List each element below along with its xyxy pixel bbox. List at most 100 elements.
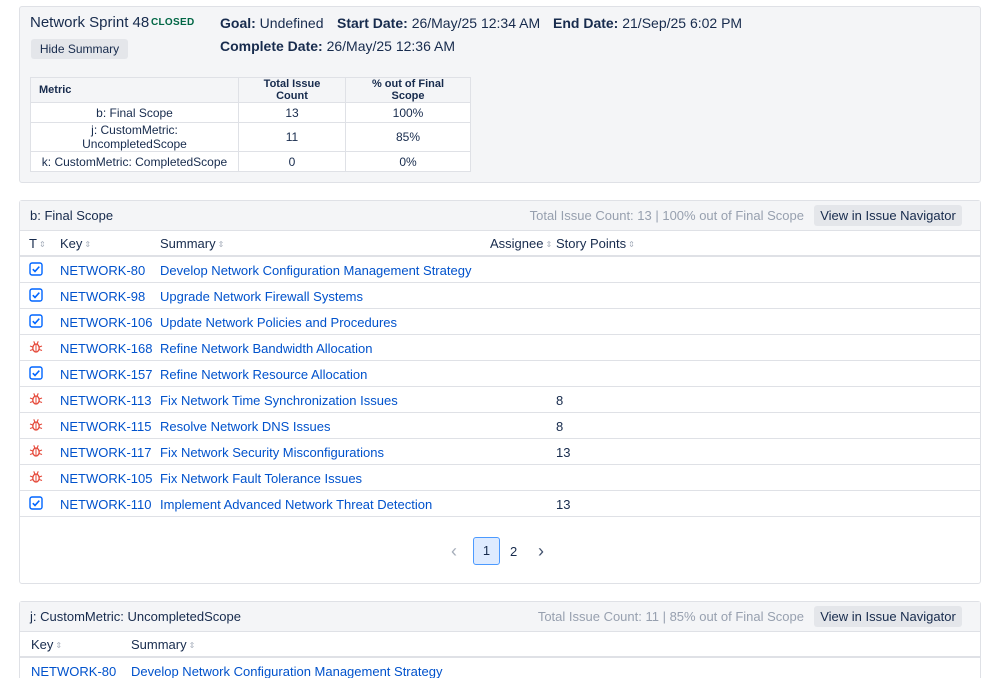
end-date-label: End Date: — [553, 15, 619, 31]
issue-key-link[interactable]: NETWORK-106 — [60, 315, 153, 330]
start-date: Start Date: 26/May/25 12:34 AM — [337, 15, 540, 31]
issue-key-link[interactable]: NETWORK-117 — [60, 445, 152, 460]
goal: Goal: Undefined — [220, 15, 324, 31]
complete-date: Complete Date: 26/May/25 12:36 AM — [220, 38, 455, 54]
hide-summary-button[interactable]: Hide Summary — [31, 39, 128, 59]
story-points: 13 — [556, 497, 571, 512]
metrics-row: j: CustomMetric: UncompletedScope 11 85% — [30, 122, 471, 152]
start-date-value: 26/May/25 12:34 AM — [411, 15, 541, 31]
final-scope-stats: Total Issue Count: 13 | 100% out of Fina… — [529, 208, 804, 223]
issue-key-link[interactable]: NETWORK-115 — [60, 419, 152, 434]
bug-icon — [29, 340, 43, 354]
metric-count: 11 — [238, 122, 346, 152]
table-row: NETWORK-157 Refine Network Resource Alloc… — [20, 361, 980, 387]
final-scope-panel: b: Final Scope Total Issue Count: 13 | 1… — [19, 200, 981, 584]
sprint-name: Network Sprint 48 — [30, 14, 150, 31]
issue-summary-link[interactable]: Upgrade Network Firewall Systems — [160, 289, 364, 304]
end-date: End Date: 21/Sep/25 6:02 PM — [553, 15, 742, 31]
metric-count: 13 — [238, 102, 346, 123]
table-row: NETWORK-115 Resolve Network DNS Issues 8 — [20, 413, 980, 439]
bug-icon — [29, 392, 43, 406]
story-points: 13 — [556, 445, 571, 460]
issue-key-link[interactable]: NETWORK-110 — [60, 497, 152, 512]
checkbox-icon — [29, 366, 43, 380]
table-row: NETWORK-168 Refine Network Bandwidth Allo… — [20, 335, 980, 361]
checkbox-icon — [29, 496, 43, 510]
column-summary[interactable]: Summary ⇕ — [131, 637, 195, 652]
final-scope-header: b: Final Scope Total Issue Count: 13 | 1… — [20, 201, 980, 231]
metric-name: k: CustomMetric: CompletedScope — [30, 151, 239, 172]
issue-key-link[interactable]: NETWORK-113 — [60, 393, 152, 408]
column-type[interactable]: T ⇕ — [29, 236, 46, 251]
complete-date-label: Complete Date: — [220, 38, 323, 54]
issue-key-link[interactable]: NETWORK-98 — [60, 289, 146, 304]
view-in-issue-navigator-button[interactable]: View in Issue Navigator — [814, 606, 962, 627]
metric-count: 0 — [238, 151, 346, 172]
issue-summary-link[interactable]: Implement Advanced Network Threat Detect… — [160, 497, 433, 512]
issue-summary-link[interactable]: Fix Network Security Misconfigurations — [160, 445, 384, 460]
view-in-issue-navigator-button[interactable]: View in Issue Navigator — [814, 205, 962, 226]
uncompleted-scope-panel: j: CustomMetric: UncompletedScope Total … — [19, 601, 981, 678]
sort-icon: ⇕ — [217, 240, 225, 249]
issue-summary-link[interactable]: Refine Network Resource Allocation — [160, 367, 368, 382]
issue-key-link[interactable]: NETWORK-168 — [60, 341, 153, 356]
metric-name: b: Final Scope — [30, 102, 239, 123]
table-row: NETWORK-98 Upgrade Network Firewall Syste… — [20, 283, 980, 309]
column-key[interactable]: Key ⇕ — [60, 236, 91, 251]
metrics-header-percent: % out of Final Scope — [345, 77, 471, 103]
bug-icon — [29, 418, 43, 432]
table-row: NETWORK-113 Fix Network Time Synchronizat… — [20, 387, 980, 413]
table-row: NETWORK-110 Implement Advanced Network Th… — [20, 491, 980, 517]
issue-table-header: T ⇕ Key ⇕ Summary ⇕ Assignee ⇕ Story Points ⇕ — [20, 231, 980, 257]
column-story-points-label: Story Points — [556, 236, 627, 251]
metrics-header-metric: Metric — [30, 77, 239, 103]
metric-name: j: CustomMetric: UncompletedScope — [30, 122, 239, 152]
column-summary[interactable]: Summary ⇕ — [160, 236, 224, 251]
table-row: NETWORK-80 Develop Network Configuration … — [20, 658, 980, 678]
column-story-points[interactable]: Story Points ⇕ — [556, 236, 635, 251]
uncompleted-scope-header: j: CustomMetric: UncompletedScope Total … — [20, 602, 980, 632]
column-assignee[interactable]: Assignee ⇕ — [490, 236, 552, 251]
metrics-row: b: Final Scope 13 100% — [30, 102, 471, 123]
issue-key-link[interactable]: NETWORK-105 — [60, 471, 153, 486]
metrics-header-count: Total Issue Count — [238, 77, 346, 103]
metric-percent: 0% — [345, 151, 471, 172]
checkbox-icon — [29, 288, 43, 302]
sort-icon: ⇕ — [84, 240, 92, 249]
table-row: NETWORK-117 Fix Network Security Misconfi… — [20, 439, 980, 465]
sort-icon: ⇕ — [545, 240, 553, 249]
checkbox-icon — [29, 314, 43, 328]
page-2-button[interactable]: 2 — [510, 544, 518, 559]
issue-summary-link[interactable]: Fix Network Fault Tolerance Issues — [160, 471, 363, 486]
page-1-button[interactable]: 1 — [473, 537, 500, 565]
start-date-label: Start Date: — [337, 15, 408, 31]
metrics-row: k: CustomMetric: CompletedScope 0 0% — [30, 151, 471, 172]
story-points: 8 — [556, 419, 564, 434]
story-points: 8 — [556, 393, 564, 408]
sprint-summary-panel: Network Sprint 48 CLOSED Hide Summary Go… — [19, 6, 981, 183]
table-row: NETWORK-105 Fix Network Fault Tolerance I… — [20, 465, 980, 491]
issue-summary-link[interactable]: Resolve Network DNS Issues — [160, 419, 331, 434]
issue-summary-link[interactable]: Develop Network Configuration Management… — [131, 664, 443, 678]
issue-summary-link[interactable]: Update Network Policies and Procedures — [160, 315, 398, 330]
final-scope-title: b: Final Scope — [30, 208, 114, 223]
issue-key-link[interactable]: NETWORK-80 — [60, 263, 146, 278]
column-key-label: Key — [31, 637, 54, 652]
sort-icon: ⇕ — [55, 641, 63, 650]
chevron-left-icon[interactable]: ‹ — [451, 541, 457, 561]
column-assignee-label: Assignee — [490, 236, 544, 251]
metric-percent: 85% — [345, 122, 471, 152]
sort-icon: ⇕ — [188, 641, 196, 650]
issue-summary-link[interactable]: Fix Network Time Synchronization Issues — [160, 393, 398, 408]
column-key-label: Key — [60, 236, 83, 251]
issue-summary-link[interactable]: Refine Network Bandwidth Allocation — [160, 341, 373, 356]
goal-label: Goal: — [220, 15, 256, 31]
table-row: NETWORK-106 Update Network Policies and P… — [20, 309, 980, 335]
issue-summary-link[interactable]: Develop Network Configuration Management… — [160, 263, 472, 278]
column-key[interactable]: Key ⇕ — [31, 637, 62, 652]
issue-key-link[interactable]: NETWORK-157 — [60, 367, 153, 382]
status-badge: CLOSED — [151, 17, 195, 28]
issue-key-link[interactable]: NETWORK-80 — [31, 664, 117, 678]
sort-icon: ⇕ — [628, 240, 635, 249]
chevron-right-icon[interactable]: › — [538, 541, 544, 561]
